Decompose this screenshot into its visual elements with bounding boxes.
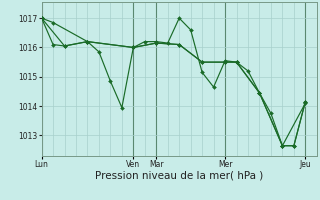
X-axis label: Pression niveau de la mer( hPa ): Pression niveau de la mer( hPa ) xyxy=(95,171,263,181)
